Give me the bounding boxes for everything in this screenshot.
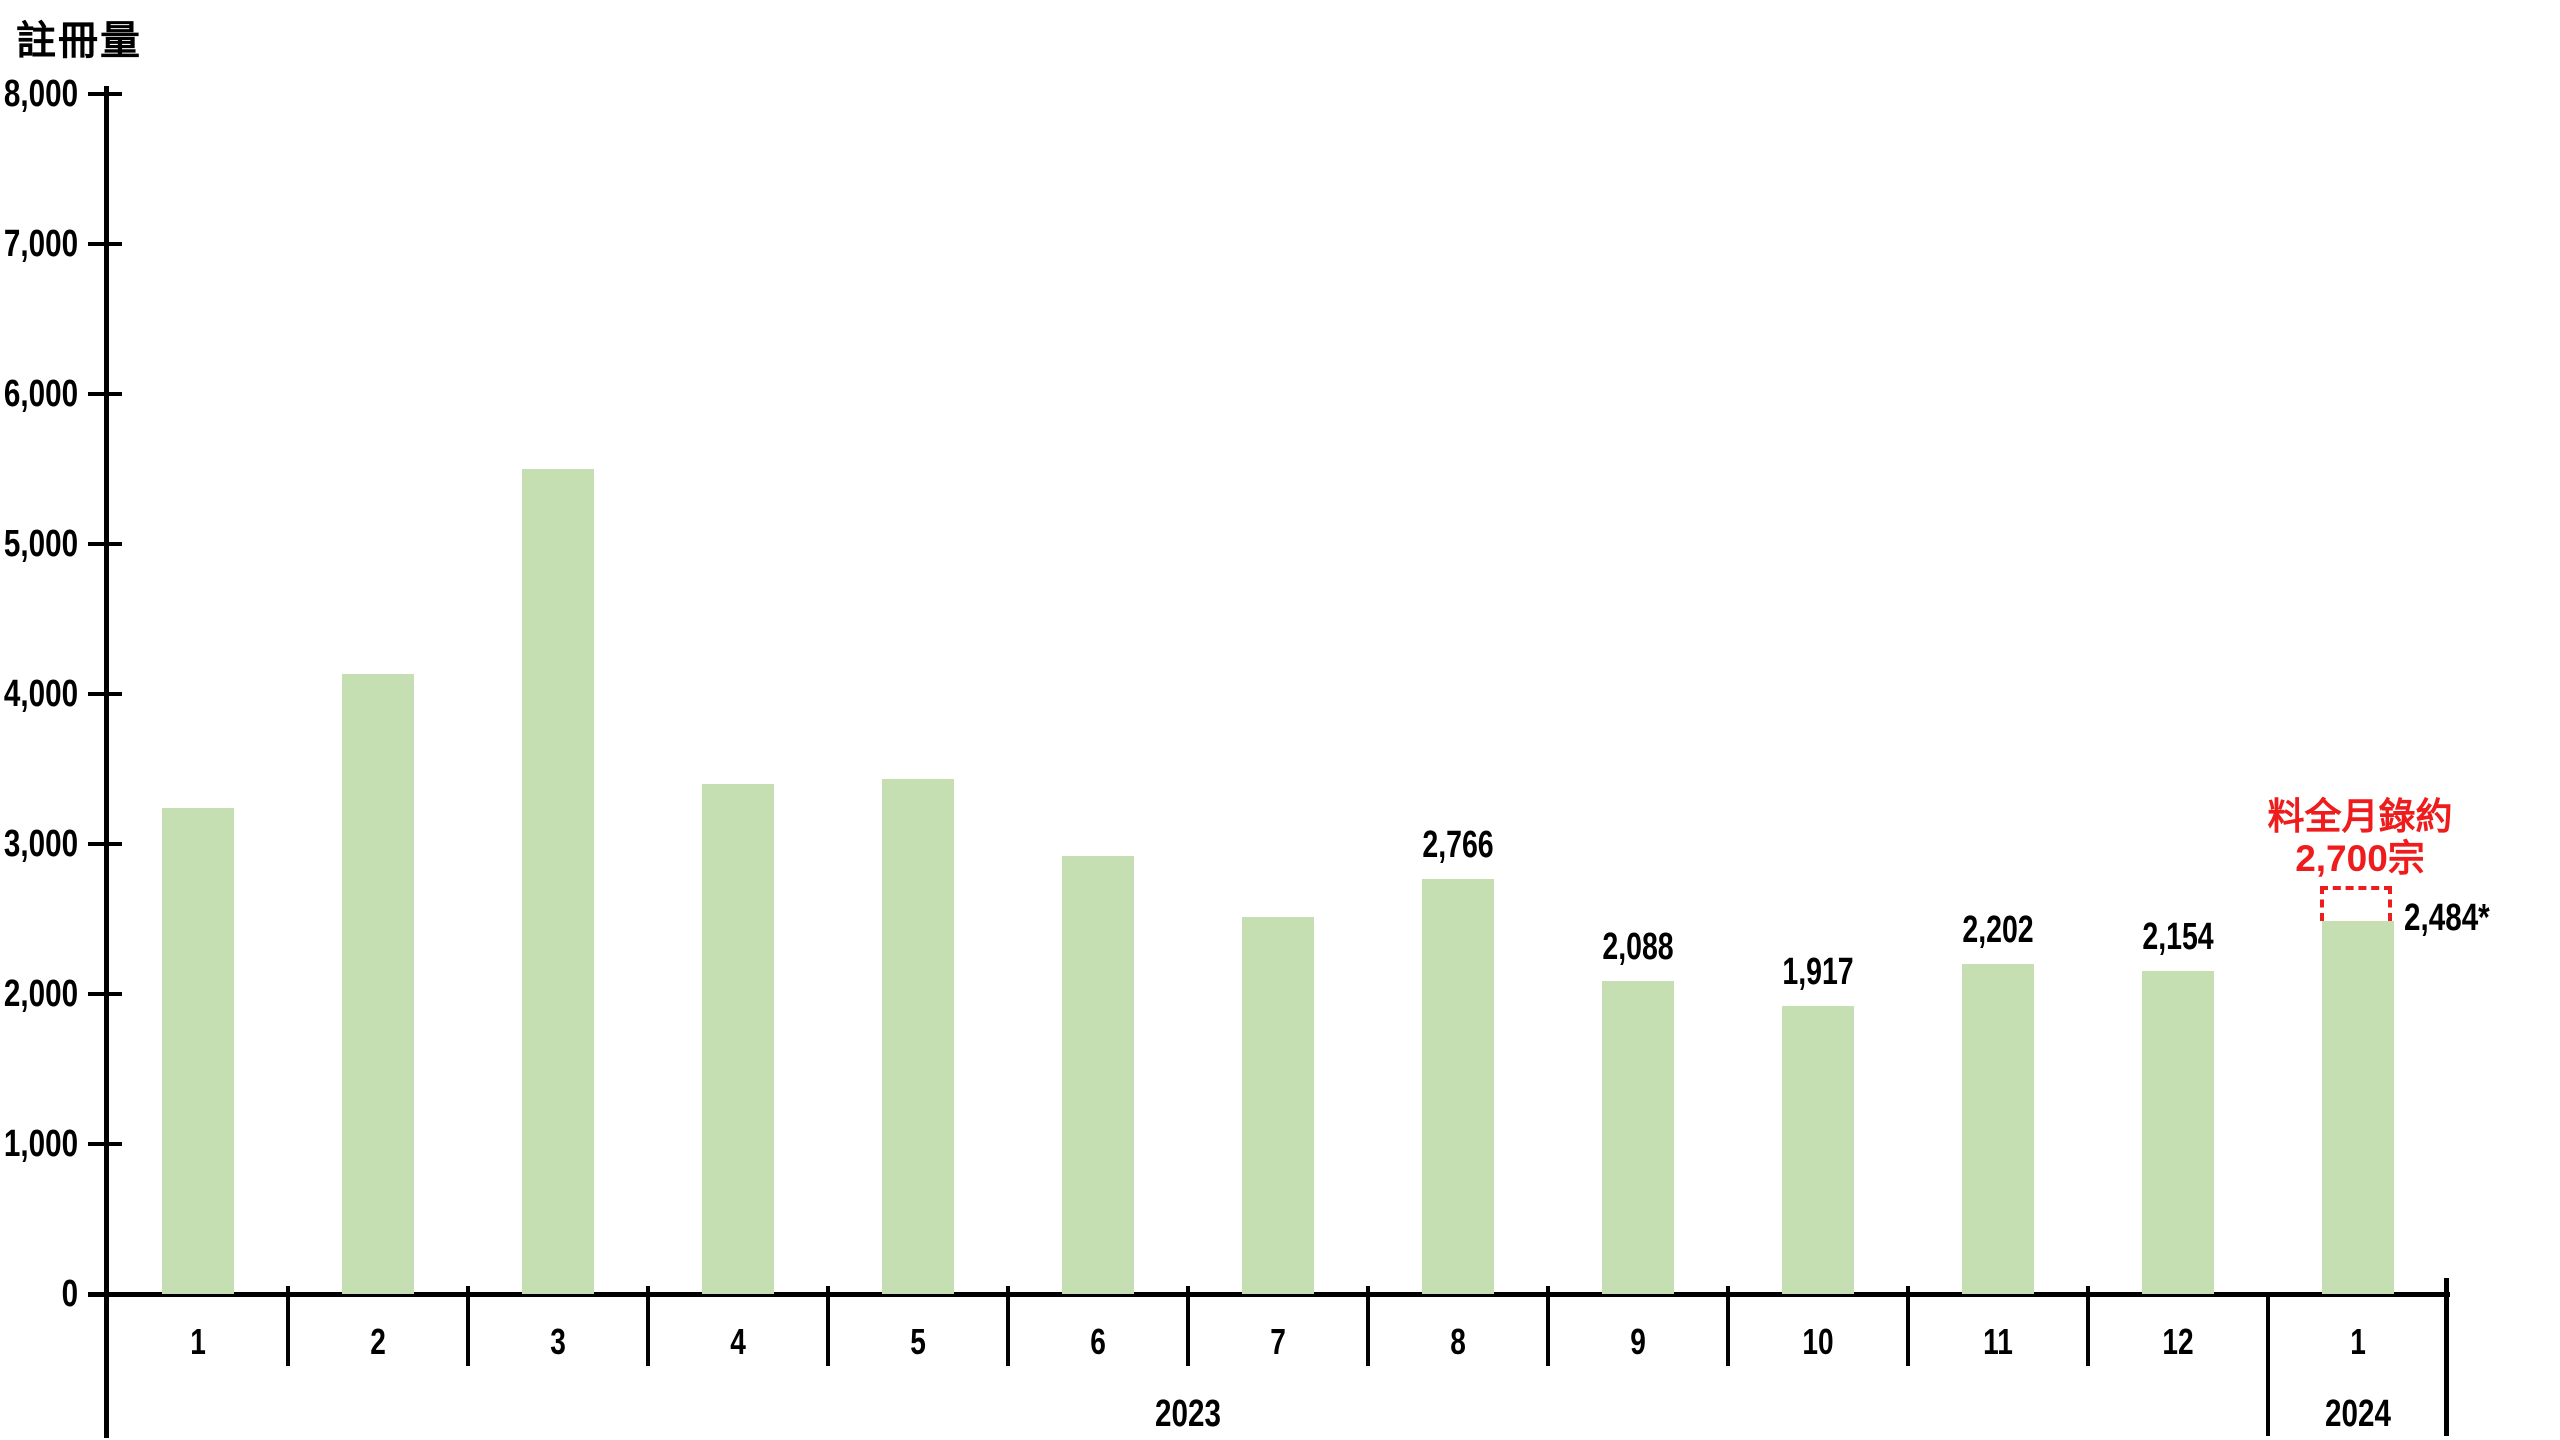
bar-value-label-2023-11: 2,202: [1962, 909, 2034, 951]
y-tick-label: 6,000: [3, 373, 78, 415]
bar-2023-4: [702, 784, 774, 1294]
month-label-2023-10: 10: [1802, 1321, 1834, 1362]
y-axis-line: [104, 86, 109, 1438]
y-tick: [88, 992, 122, 996]
month-label-2023-3: 3: [550, 1321, 566, 1362]
bar-2023-5: [882, 779, 954, 1294]
month-label-2023-5: 5: [910, 1321, 926, 1362]
bar-value-label-2023-10: 1,917: [1782, 951, 1854, 993]
y-tick-label: 3,000: [3, 823, 78, 865]
bar-value-label-2024-1: 2,484*: [2404, 897, 2490, 939]
bar-2023-3: [522, 469, 594, 1294]
month-separator: [286, 1286, 290, 1366]
projected-note-text: 料全月錄約 2,700宗: [2268, 796, 2453, 880]
bar-2023-8: [1422, 879, 1494, 1294]
bar-2023-6: [1062, 856, 1134, 1294]
bar-2023-1: [162, 808, 234, 1294]
month-label-2023-2: 2: [370, 1321, 386, 1362]
bar-2023-12: [2142, 971, 2214, 1294]
year-label-2024: 2024: [2325, 1393, 2391, 1435]
month-label-2023-8: 8: [1450, 1321, 1466, 1362]
bar-2023-2: [342, 674, 414, 1294]
year-divider-line: [2266, 1294, 2270, 1436]
month-separator: [1366, 1286, 1370, 1366]
bar-value-label-2023-12: 2,154: [2142, 916, 2214, 958]
month-separator: [466, 1286, 470, 1366]
y-tick-label: 5,000: [3, 523, 78, 565]
projected-note-line1: 料全月錄約: [2267, 796, 2453, 837]
y-tick-label: 0: [61, 1273, 78, 1315]
month-separator: [1006, 1286, 1010, 1366]
month-separator: [1186, 1286, 1190, 1366]
month-label-2023-4: 4: [730, 1321, 746, 1362]
y-tick-label: 1,000: [3, 1123, 78, 1165]
bar-2023-9: [1602, 981, 1674, 1294]
y-tick-label: 4,000: [3, 673, 78, 715]
bar-2023-11: [1962, 964, 2034, 1294]
month-label-2023-12: 12: [2162, 1321, 2194, 1362]
projected-note-line2: 2,700宗: [2295, 838, 2425, 879]
bar-2023-7: [1242, 917, 1314, 1294]
month-label-2024-1: 1: [2350, 1321, 2366, 1362]
y-tick-label: 8,000: [3, 73, 78, 115]
month-separator: [646, 1286, 650, 1366]
y-tick: [88, 842, 122, 846]
bar-value-label-2023-9: 2,088: [1602, 926, 1674, 968]
month-label-2023-6: 6: [1090, 1321, 1106, 1362]
y-tick: [88, 542, 122, 546]
y-tick: [88, 692, 122, 696]
x-axis-line: [88, 1292, 2450, 1297]
y-tick-label: 7,000: [3, 223, 78, 265]
month-separator: [1906, 1286, 1910, 1366]
bar-2024-1: [2322, 921, 2394, 1294]
y-tick: [88, 392, 122, 396]
y-tick: [88, 242, 122, 246]
month-separator: [1546, 1286, 1550, 1366]
y-tick-label: 2,000: [3, 973, 78, 1015]
y-tick: [88, 1292, 122, 1296]
month-label-2023-1: 1: [190, 1321, 206, 1362]
year-label-2023: 2023: [1155, 1393, 1221, 1435]
y-tick: [88, 1142, 122, 1146]
month-separator: [2086, 1286, 2090, 1366]
y-axis-title: 註冊量: [16, 19, 142, 63]
month-label-2023-9: 9: [1630, 1321, 1646, 1362]
projected-range-box: [2320, 886, 2392, 921]
bar-value-label-2023-8: 2,766: [1422, 824, 1494, 866]
month-separator: [1726, 1286, 1730, 1366]
bar-2023-10: [1782, 1006, 1854, 1294]
y-tick: [88, 92, 122, 96]
month-label-2023-7: 7: [1270, 1321, 1286, 1362]
month-label-2023-11: 11: [1983, 1321, 2013, 1362]
month-separator: [826, 1286, 830, 1366]
axis-end-line: [2444, 1278, 2449, 1436]
